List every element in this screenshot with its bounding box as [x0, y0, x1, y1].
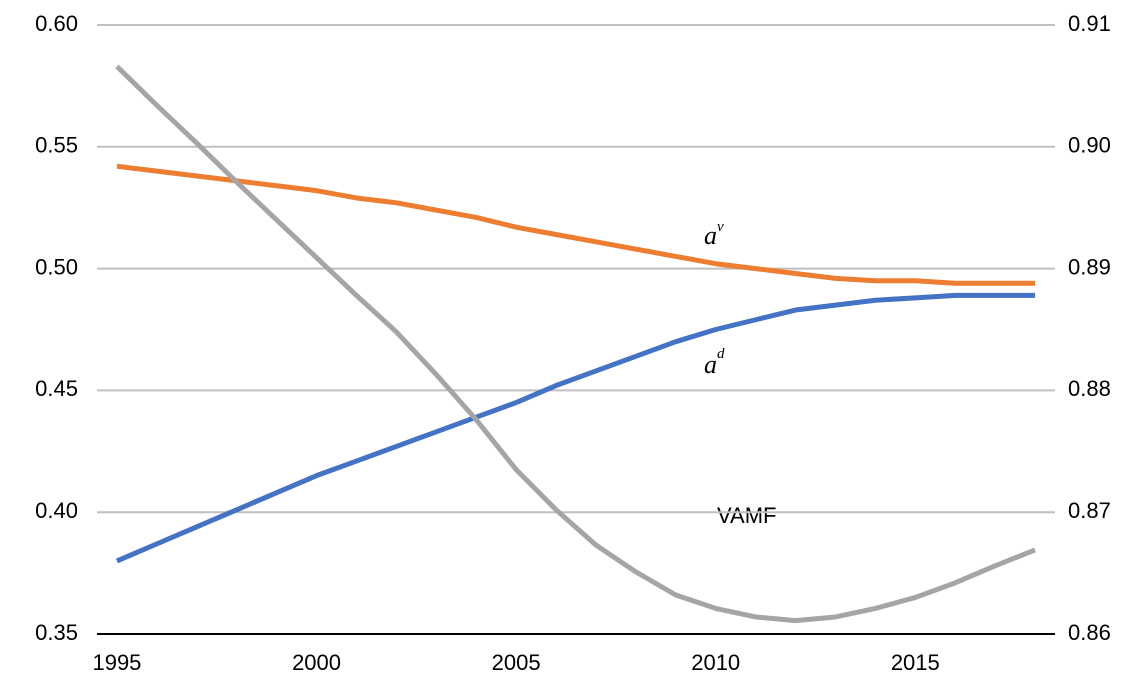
- y-tick-label: 0.40: [35, 498, 78, 523]
- annotation: av: [704, 219, 724, 250]
- y-tick-label: 0.45: [35, 376, 78, 401]
- y-tick-label: 0.35: [35, 620, 78, 645]
- y2-tick-label: 0.87: [1068, 498, 1111, 523]
- annotation: VAMF: [717, 503, 776, 528]
- series-line: [116, 163, 1036, 286]
- annotation: ad: [704, 346, 725, 379]
- x-tick-label: 2010: [691, 650, 740, 675]
- y-tick-label: 0.60: [35, 11, 78, 36]
- y-tick-label: 0.55: [35, 133, 78, 158]
- x-tick-label: 2000: [292, 650, 341, 675]
- y2-tick-label: 0.88: [1068, 376, 1111, 401]
- y2-tick-label: 0.91: [1068, 11, 1111, 36]
- y2-tick-label: 0.86: [1068, 620, 1111, 645]
- x-tick-label: 1995: [92, 650, 141, 675]
- x-tick-label: 2005: [492, 650, 541, 675]
- x-tick-label: 2015: [891, 650, 940, 675]
- series-line: [115, 64, 1036, 624]
- y-tick-label: 0.50: [35, 254, 78, 279]
- y2-tick-label: 0.89: [1068, 254, 1111, 279]
- series-line: [115, 292, 1036, 564]
- y2-tick-label: 0.90: [1068, 133, 1111, 158]
